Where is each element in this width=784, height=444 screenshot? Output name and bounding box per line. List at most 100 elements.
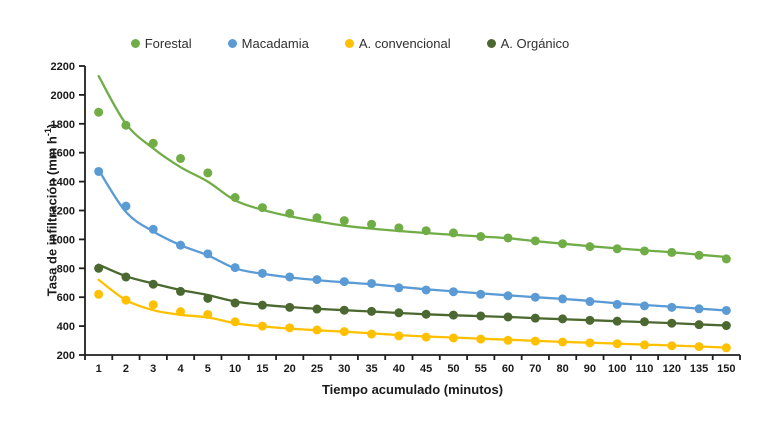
y-axis-tick-label: 200 [57, 350, 75, 362]
data-point-macadamia [612, 299, 622, 309]
data-point-macadamia [203, 249, 213, 259]
data-point-macadamia [121, 201, 131, 211]
legend-item-3: A. convencional [344, 36, 451, 51]
data-point-a-convencional [585, 338, 595, 348]
data-point-a-org-nico [339, 305, 349, 315]
x-axis-tick-label: 1 [96, 363, 102, 375]
data-point-macadamia [694, 304, 704, 314]
data-point-a-org-nico [94, 263, 104, 273]
data-point-macadamia [339, 277, 349, 287]
data-point-a-convencional [503, 335, 513, 345]
data-point-a-org-nico [558, 314, 568, 324]
data-point-a-convencional [530, 336, 540, 346]
data-point-macadamia [667, 302, 677, 312]
x-axis-tick-label: 50 [447, 363, 459, 375]
legend-item-2: Macadamia [227, 36, 309, 51]
data-point-a-org-nico [257, 300, 267, 310]
x-axis-tick-label: 30 [338, 363, 350, 375]
data-point-forestal [721, 254, 731, 264]
trend-line-macadamia [97, 168, 728, 312]
data-point-a-convencional [339, 327, 349, 337]
data-point-a-convencional [148, 300, 158, 310]
data-point-macadamia [558, 294, 568, 304]
data-point-a-convencional [176, 307, 186, 317]
data-point-forestal [448, 228, 458, 238]
data-point-a-convencional [667, 341, 677, 351]
x-axis-tick-label: 40 [393, 363, 405, 375]
x-axis-tick-label: 55 [475, 363, 487, 375]
data-point-forestal [585, 242, 595, 252]
legend-label: A. Orgánico [500, 36, 570, 51]
y-axis-title-close: ) [44, 123, 60, 129]
legend-marker-icon [227, 39, 237, 48]
legend-label: Macadamia [241, 36, 309, 51]
data-point-a-org-nico [721, 321, 731, 331]
data-point-macadamia [639, 301, 649, 311]
legend-item-1: Forestal [130, 36, 192, 51]
y-axis-tick-label: 1600 [51, 148, 75, 160]
data-point-forestal [285, 208, 295, 218]
data-point-forestal [367, 219, 377, 229]
y-axis-tick-label: 800 [57, 263, 75, 275]
data-point-macadamia [367, 278, 377, 288]
data-point-a-org-nico [612, 316, 622, 326]
data-point-a-convencional [257, 321, 267, 331]
data-point-a-convencional [558, 337, 568, 347]
y-axis-tick-label: 1000 [51, 234, 75, 246]
x-axis-title: Tiempo acumulado (minutos) [321, 382, 504, 397]
legend-marker-icon [486, 39, 496, 48]
data-point-a-org-nico [148, 279, 158, 289]
data-point-macadamia [421, 285, 431, 295]
data-point-a-org-nico [585, 315, 595, 325]
data-point-forestal [339, 216, 349, 226]
data-point-forestal [612, 244, 622, 254]
data-point-forestal [421, 226, 431, 236]
data-point-a-convencional [448, 333, 458, 343]
data-point-macadamia [176, 240, 186, 250]
data-point-a-convencional [285, 323, 295, 333]
x-axis-tick-label: 150 [717, 363, 735, 375]
data-point-forestal [203, 168, 213, 178]
data-point-a-org-nico [367, 306, 377, 316]
data-point-a-org-nico [230, 298, 240, 308]
data-point-macadamia [257, 268, 267, 278]
x-axis-tick-label: 80 [556, 363, 568, 375]
x-axis-tick-label: 110 [636, 363, 654, 375]
data-point-macadamia [530, 292, 540, 302]
data-point-a-convencional [612, 339, 622, 349]
data-point-a-org-nico [667, 318, 677, 328]
y-axis-title: Tasa de infiltración (mm h-1) [43, 60, 61, 360]
data-point-a-convencional [476, 334, 486, 344]
data-point-macadamia [94, 166, 104, 176]
data-point-a-convencional [394, 331, 404, 341]
data-point-forestal [121, 120, 131, 130]
x-axis-tick-label: 4 [177, 363, 184, 375]
data-point-forestal [667, 247, 677, 257]
legend-marker-icon [344, 39, 354, 48]
data-point-a-convencional [639, 340, 649, 350]
data-point-a-org-nico [530, 313, 540, 323]
data-point-forestal [257, 203, 267, 213]
data-point-macadamia [230, 263, 240, 273]
x-axis-tick-label: 60 [502, 363, 514, 375]
x-axis-tick-label: 5 [205, 363, 211, 375]
data-point-a-convencional [312, 325, 322, 335]
x-axis-tick-label: 100 [608, 363, 626, 375]
y-axis-tick-label: 600 [57, 292, 75, 304]
data-point-a-org-nico [476, 311, 486, 321]
data-point-forestal [394, 223, 404, 233]
y-axis-tick-label: 2000 [51, 90, 75, 102]
data-point-a-org-nico [203, 293, 213, 303]
data-point-a-org-nico [121, 272, 131, 282]
trend-line-forestal [97, 74, 728, 259]
data-point-a-convencional [230, 317, 240, 327]
data-point-macadamia [394, 283, 404, 293]
data-point-forestal [476, 232, 486, 242]
data-point-a-convencional [421, 332, 431, 342]
data-point-a-convencional [203, 310, 213, 320]
data-point-macadamia [476, 289, 486, 299]
data-point-forestal [530, 236, 540, 246]
data-point-a-org-nico [285, 302, 295, 312]
data-point-forestal [558, 239, 568, 249]
